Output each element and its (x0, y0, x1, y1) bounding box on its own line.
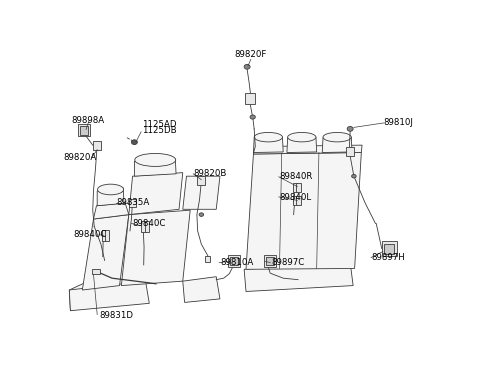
Text: 89820B: 89820B (193, 169, 227, 178)
Bar (266, 257, 274, 265)
Text: 89810J: 89810J (384, 118, 413, 127)
Circle shape (250, 115, 255, 119)
Text: 89840R: 89840R (279, 172, 313, 181)
Polygon shape (83, 215, 129, 290)
Text: 89840C: 89840C (132, 219, 166, 228)
Polygon shape (183, 176, 220, 209)
Bar (384, 243, 394, 254)
Polygon shape (253, 137, 283, 152)
Ellipse shape (254, 132, 282, 142)
Polygon shape (246, 152, 361, 269)
Bar (102, 230, 106, 241)
Bar (296, 183, 300, 192)
Polygon shape (287, 137, 317, 152)
Bar (129, 199, 135, 207)
Polygon shape (69, 281, 149, 311)
Ellipse shape (323, 132, 351, 142)
Bar (106, 230, 109, 241)
Circle shape (244, 65, 250, 69)
Bar (205, 256, 210, 262)
Circle shape (352, 174, 356, 178)
Text: 89897C: 89897C (271, 258, 304, 267)
Circle shape (132, 140, 137, 144)
Text: 89835A: 89835A (117, 198, 150, 207)
Bar (347, 147, 354, 156)
Bar (145, 220, 149, 232)
Text: 89898A: 89898A (71, 116, 104, 125)
Text: 89820F: 89820F (235, 50, 267, 60)
Text: 89831D: 89831D (99, 311, 133, 320)
Polygon shape (69, 280, 96, 311)
Polygon shape (244, 263, 353, 291)
Polygon shape (322, 137, 352, 152)
Text: 89810A: 89810A (220, 258, 253, 267)
Bar (78, 124, 90, 136)
Bar (80, 126, 87, 135)
Ellipse shape (135, 154, 176, 166)
Bar (93, 141, 101, 150)
Polygon shape (94, 203, 129, 219)
Bar (228, 255, 240, 267)
Text: 89820A: 89820A (64, 153, 97, 162)
Text: 1125AD: 1125AD (142, 121, 176, 129)
Text: 89840C: 89840C (73, 230, 107, 239)
Ellipse shape (97, 184, 124, 195)
Bar (264, 255, 276, 267)
Bar (245, 93, 255, 104)
Bar (296, 196, 300, 205)
Polygon shape (129, 173, 183, 215)
Polygon shape (97, 188, 124, 206)
Polygon shape (253, 145, 362, 154)
Text: 1125DB: 1125DB (142, 126, 177, 135)
Text: 89897H: 89897H (372, 253, 406, 262)
Bar (292, 183, 297, 192)
Bar (141, 220, 145, 232)
Circle shape (199, 213, 204, 217)
Bar (230, 257, 238, 265)
Ellipse shape (288, 132, 316, 142)
Bar (292, 196, 297, 205)
Bar (382, 241, 396, 256)
Bar (92, 269, 100, 274)
Polygon shape (183, 277, 220, 303)
Circle shape (347, 126, 353, 131)
Polygon shape (134, 159, 176, 176)
Polygon shape (121, 210, 190, 286)
Text: 89840L: 89840L (279, 193, 312, 202)
Bar (197, 175, 205, 185)
